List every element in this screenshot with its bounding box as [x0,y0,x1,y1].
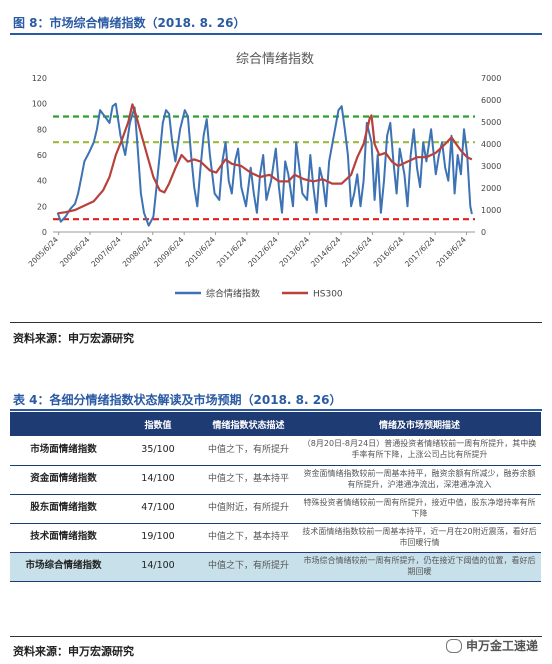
series-line-index [56,102,473,227]
watermark: 申万金工速递 [445,637,538,654]
row-desc: 技术面情绪指数较前一周基本持平，近一月在20附近震荡，看好后市回暖行情 [298,523,541,553]
row-name: 资金面情绪指数 [10,465,117,495]
x-tick-label: 2007/6/24 [89,235,123,269]
sentiment-table: 指数值 情绪指数状态描述 情绪及市场预期描述 市场面情绪指数 35/100 中值… [10,412,541,582]
row-value: 35/100 [117,436,199,466]
row-name: 市场面情绪指数 [10,436,117,466]
x-tick-label: 2014/6/24 [309,235,343,269]
row-name: 市场综合情绪指数 [10,552,117,582]
table-row-highlight: 市场综合情绪指数 14/100 中值之下，有所提升 市场综合情绪较前一周有所提升… [10,552,541,582]
x-tick-label: 2008/6/24 [121,235,155,269]
title-rule [10,33,542,35]
row-name: 技术面情绪指数 [10,523,117,553]
table-header-row: 指数值 情绪指数状态描述 情绪及市场预期描述 [10,412,541,436]
x-tick-label: 2016/6/24 [372,235,406,269]
y-right-tick-label: 2000 [481,184,501,193]
x-tick-label: 2009/6/24 [152,235,186,269]
row-status: 中值之下，基本持平 [199,465,298,495]
y-left-tick-label: 0 [42,228,47,237]
table-row: 资金面情绪指数 14/100 中值之下，基本持平 资金面情绪指数较前一周基本持平… [10,465,541,495]
x-tick-label: 2015/6/24 [340,235,374,269]
row-value: 19/100 [117,523,199,553]
header-name [10,412,117,436]
y-right-tick-label: 3000 [481,162,501,171]
row-desc: 特殊投资者情绪较前一周有所提升，接近中值，股东净增持率有所下降 [298,494,541,524]
header-value: 指数值 [144,420,172,431]
row-status: 中值之下，基本持平 [199,523,298,553]
chart-title: 综合情绪指数 [236,52,314,67]
table-source-rule [10,636,542,637]
source-rule [10,322,542,323]
y-left-tick-label: 120 [32,74,47,83]
series-line-hs300 [57,103,473,215]
row-status: 中值附近，有所提升 [199,494,298,524]
table-row: 市场面情绪指数 35/100 中值之下，有所提升 （8月20日-8月24日）普通… [10,436,541,466]
table-row: 股东面情绪指数 47/100 中值附近，有所提升 特殊投资者情绪较前一周有所提升… [10,494,541,524]
y-right-tick-label: 1000 [481,206,501,215]
header-status: 情绪指数状态描述 [212,420,285,431]
row-value: 14/100 [117,552,199,582]
legend-label-index: 综合情绪指数 [206,288,260,300]
x-tick-label: 2010/6/24 [183,235,217,269]
y-left-tick-label: 60 [37,151,47,160]
watermark-text: 申万金工速递 [465,639,538,653]
legend-label-hs300: HS300 [313,290,343,300]
row-desc: 市场综合情绪较前一周有所提升，仍在接近下阈值的位置，看好后期回暖 [298,552,541,582]
wechat-icon [445,638,462,653]
y-left-tick-label: 80 [37,125,47,134]
x-tick-label: 2013/6/24 [278,235,312,269]
y-left-tick-label: 20 [37,202,47,211]
x-tick-label: 2017/6/24 [403,235,437,269]
header-desc: 情绪及市场预期描述 [378,420,460,431]
x-tick-label: 2012/6/24 [246,235,280,269]
row-name: 股东面情绪指数 [10,494,117,524]
table-source: 资料来源：申万宏源研究 [13,645,134,658]
y-right-tick-label: 7000 [481,74,501,83]
y-right-tick-label: 0 [481,228,486,237]
y-right-tick-label: 6000 [481,96,501,105]
table-title-rule [10,409,542,411]
figure-title: 图 8：市场综合情绪指数（2018. 8. 26） [13,16,246,30]
row-status: 中值之下，有所提升 [199,552,298,582]
row-desc: （8月20日-8月24日）普通投资者情绪较前一周有所提升，其中换手率有所下降，上… [298,436,541,466]
row-status: 中值之下，有所提升 [199,436,298,466]
y-right-tick-label: 5000 [481,118,501,127]
x-tick-label: 2018/6/24 [434,235,468,269]
x-tick-label: 2006/6/24 [58,235,92,269]
row-desc: 资金面情绪指数较前一周基本持平，融资余额有所减少，融券余额有所提升，沪港通净流出… [298,465,541,495]
sentiment-chart: 综合情绪指数 0 20 40 60 80 100 120 0 1000 2000 3000 4000 5… [26,52,501,300]
row-value: 47/100 [117,494,199,524]
y-left-tick-label: 100 [32,100,47,109]
x-tick-label: 2011/6/24 [215,235,249,269]
y-right-tick-label: 4000 [481,140,501,149]
y-left-tick-label: 40 [37,177,47,186]
table-row: 技术面情绪指数 19/100 中值之下，基本持平 技术面情绪指数较前一周基本持平… [10,523,541,553]
x-tick-label: 2005/6/24 [26,235,60,269]
figure-source: 资料来源：申万宏源研究 [13,332,134,345]
row-value: 14/100 [117,465,199,495]
table-title: 表 4：各细分情绪指数状态解读及市场预期（2018. 8. 26） [13,393,342,407]
